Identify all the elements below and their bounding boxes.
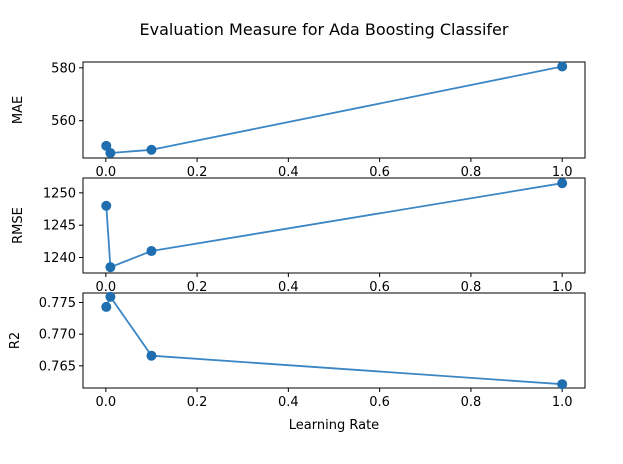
r2-ylabel: R2 [8, 332, 23, 349]
r2-data-point [557, 379, 568, 390]
mae-xtick-label: 1.0 [552, 165, 573, 180]
rmse-data-point [557, 178, 568, 189]
rmse-ytick-label: 1250 [43, 186, 76, 201]
mae-ytick-label: 560 [51, 114, 76, 129]
r2-ytick-label: 0.770 [39, 328, 76, 343]
rmse-data-point [105, 262, 116, 273]
r2-xtick-label: 0.8 [461, 395, 482, 410]
mae-ylabel: MAE [11, 96, 26, 124]
r2-ytick-label: 0.775 [39, 296, 76, 311]
rmse-ylabel: RMSE [11, 207, 26, 244]
mae-xtick-label: 0.2 [187, 165, 208, 180]
rmse-data-point [101, 200, 112, 211]
rmse-ytick-label: 1240 [43, 251, 76, 266]
mae-xtick-label: 0.0 [95, 165, 116, 180]
subplot-r2: 0.0 0.2 0.4 0.6 0.8 1.0 0.765 0.770 0.775 R2 Learn… [8, 291, 586, 433]
r2-series-line [105, 295, 563, 386]
figure-title: Evaluation Measure for Ada Boosting Clas… [140, 20, 509, 39]
subplot-mae: 0.0 0.2 0.4 0.6 0.8 1.0 560 580 MAE [11, 61, 586, 180]
rmse-xtick-label: 0.2 [187, 280, 208, 295]
rmse-xtick-label: 1.0 [552, 280, 573, 295]
r2-xtick-label: 1.0 [552, 395, 573, 410]
r2-xlabel: Learning Rate [289, 418, 379, 433]
mae-series-line [105, 65, 563, 154]
mae-xtick-label: 0.4 [278, 165, 299, 180]
r2-ytick-label: 0.765 [39, 359, 76, 374]
mae-xtick-label: 0.6 [369, 165, 390, 180]
r2-xtick-label: 0.0 [95, 395, 116, 410]
mae-data-point [146, 144, 157, 155]
rmse-xtick-label: 0.4 [278, 280, 299, 295]
mae-xtick-label: 0.8 [461, 165, 482, 180]
mae-ytick-label: 580 [51, 61, 76, 76]
rmse-data-point [146, 246, 157, 257]
mae-data-point [105, 147, 116, 158]
mae-axes-frame [82, 61, 586, 159]
mae-data-point [557, 61, 568, 72]
r2-data-point [146, 350, 157, 361]
rmse-ytick-label: 1245 [43, 219, 76, 234]
subplot-rmse: 0.0 0.2 0.4 0.6 0.8 1.0 1240 1245 1250 RMSE [11, 177, 586, 295]
r2-xtick-label: 0.6 [369, 395, 390, 410]
r2-axes-frame [82, 292, 586, 389]
r2-data-point [101, 301, 112, 312]
rmse-xtick-label: 0.6 [369, 280, 390, 295]
rmse-xtick-label: 0.8 [461, 280, 482, 295]
rmse-xtick-label: 0.0 [95, 280, 116, 295]
r2-xtick-label: 0.2 [187, 395, 208, 410]
r2-data-point [105, 291, 116, 302]
r2-xtick-label: 0.4 [278, 395, 299, 410]
rmse-series-line [105, 182, 563, 269]
